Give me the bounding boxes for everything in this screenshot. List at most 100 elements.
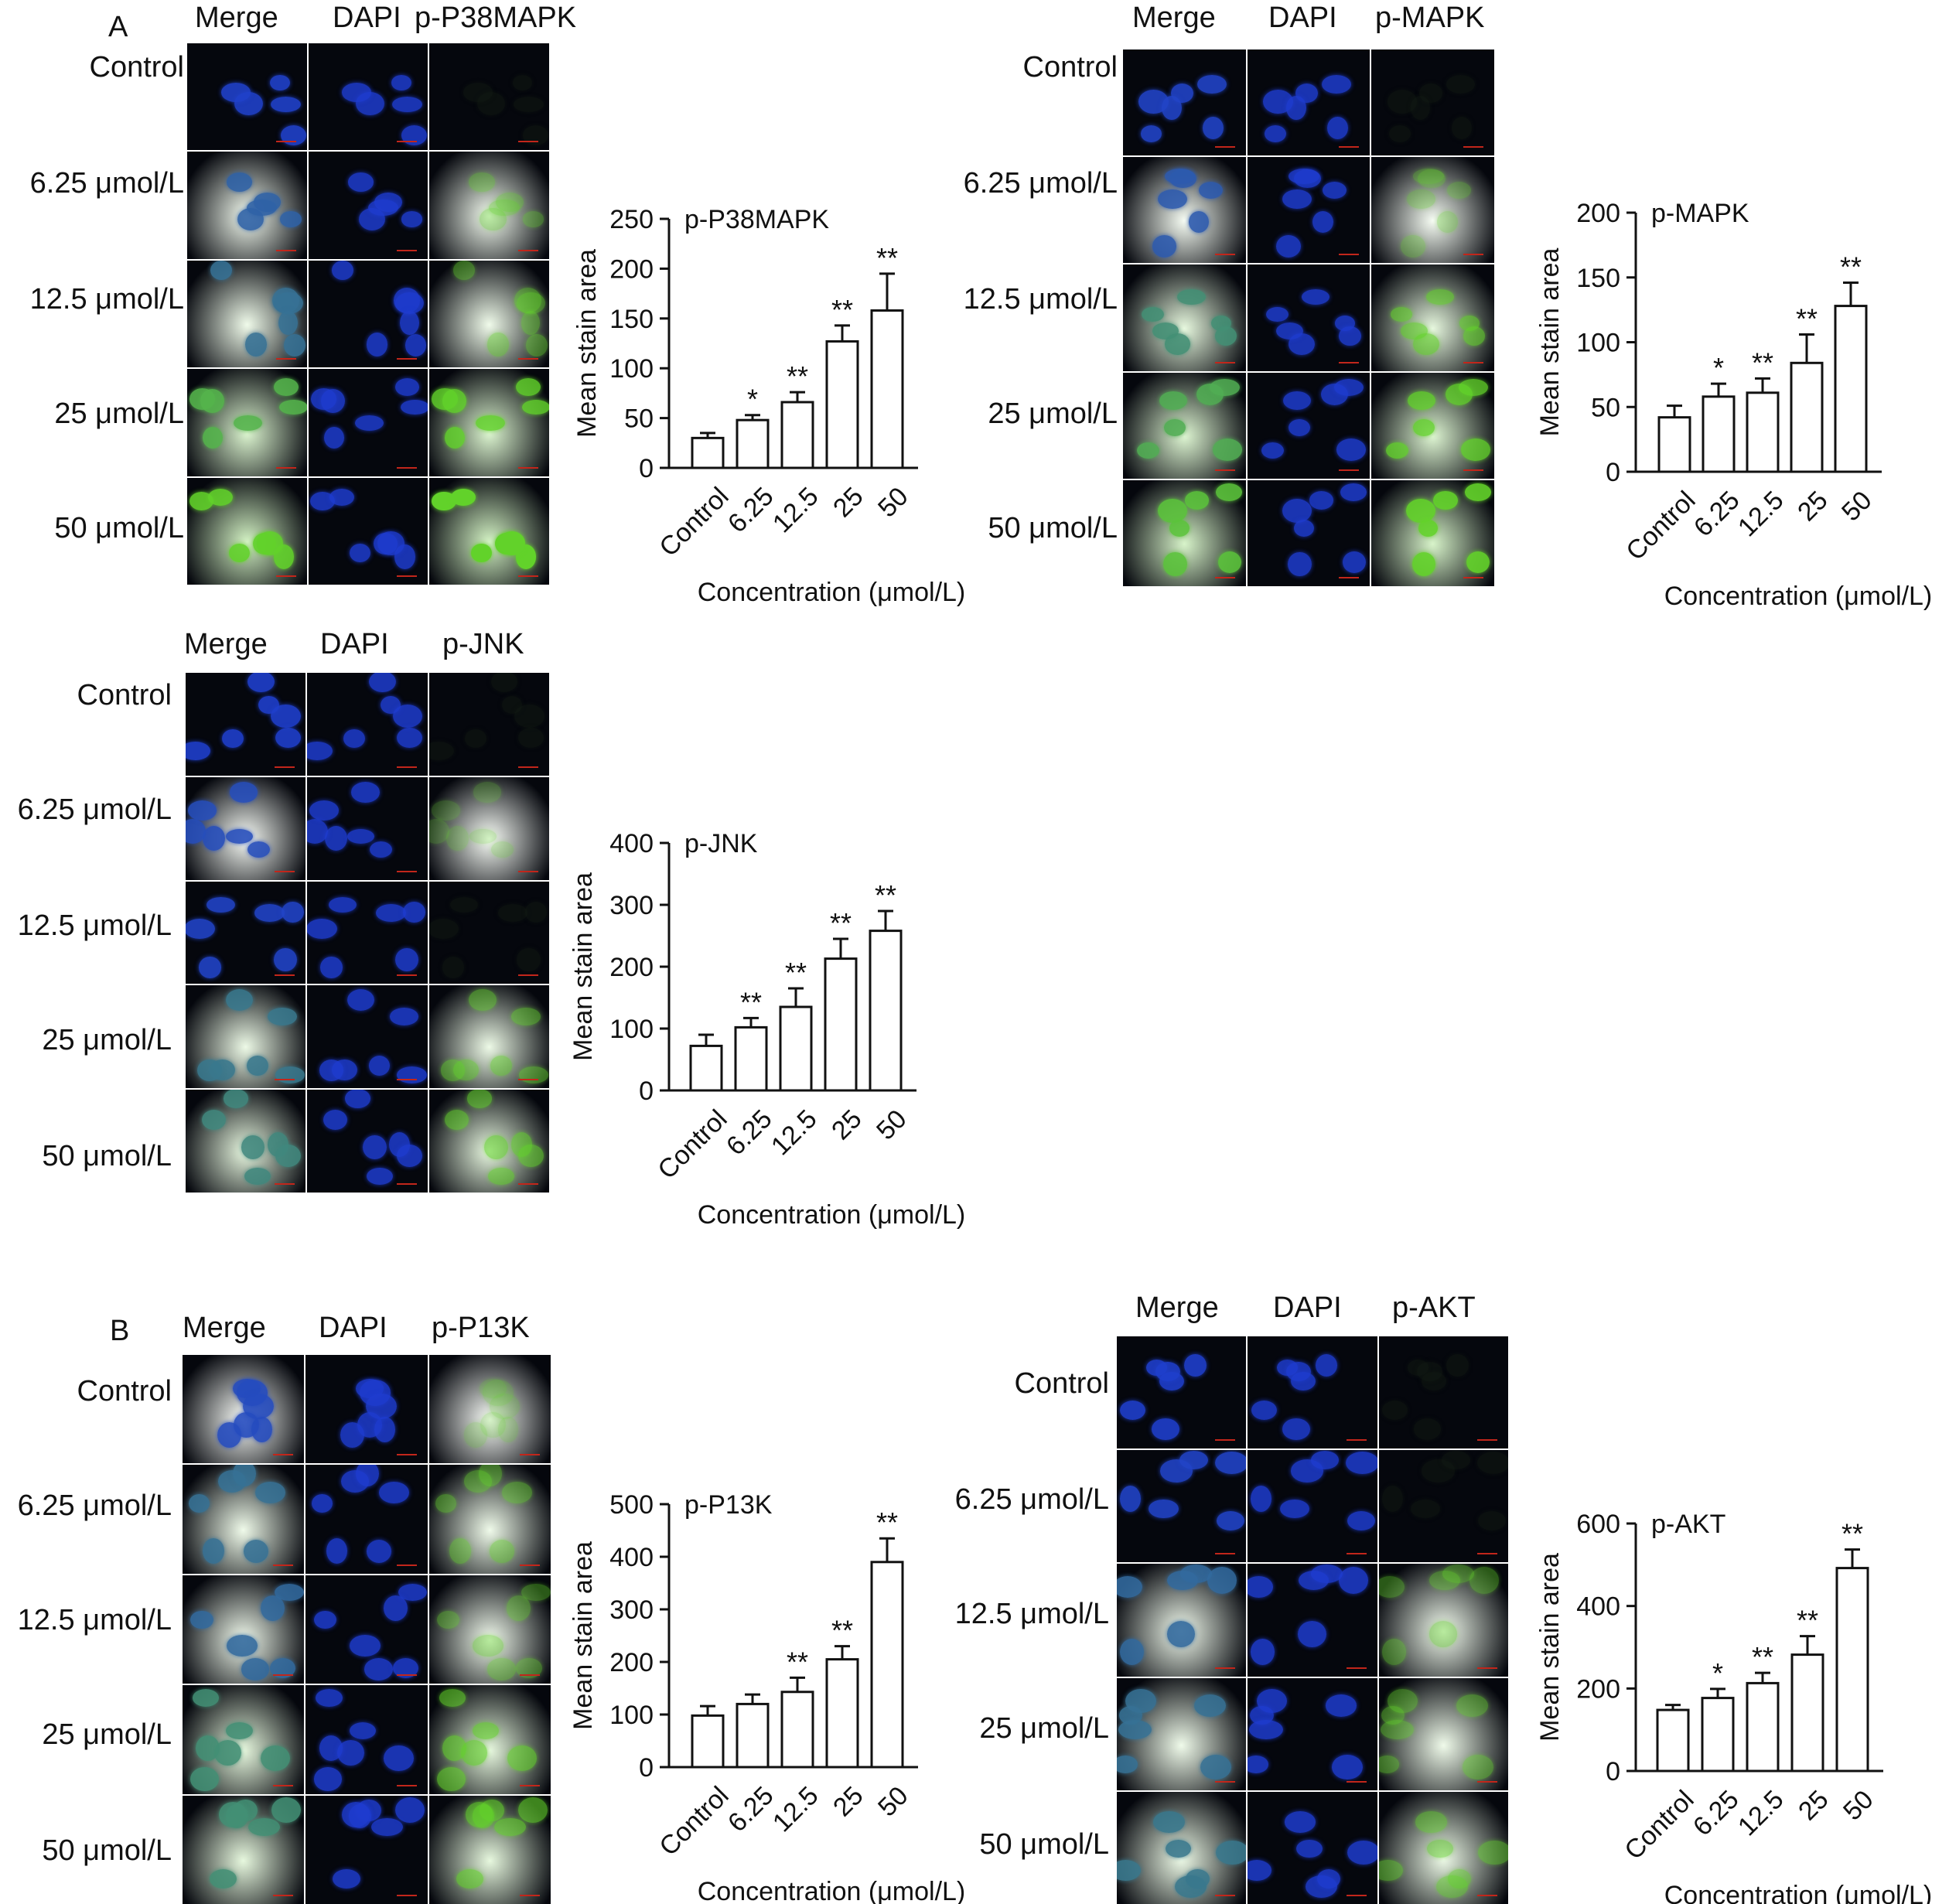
- cell-nucleus: [350, 543, 371, 562]
- y-tick-label: 100: [1576, 329, 1620, 358]
- scale-bar: [275, 1182, 295, 1185]
- cell-nucleus: [404, 334, 427, 357]
- micrograph-tile: [1247, 49, 1370, 156]
- y-tick-label: 50: [1591, 393, 1620, 422]
- cell-nucleus: [255, 1482, 286, 1504]
- cell-nucleus: [1152, 1418, 1179, 1440]
- cell-nucleus: [1117, 1859, 1142, 1881]
- cell-nucleus: [1117, 1756, 1138, 1773]
- cell-nucleus: [313, 1610, 336, 1629]
- scale-bar: [1215, 1439, 1236, 1442]
- cell-nucleus: [1316, 1868, 1340, 1889]
- cell-nucleus: [1310, 1450, 1340, 1469]
- cell-nucleus: [1347, 1840, 1377, 1865]
- cell-nucleus: [397, 1144, 422, 1168]
- significance-marker: **: [831, 294, 853, 326]
- x-tick-label: 6.25: [1688, 486, 1746, 543]
- scale-bar: [396, 766, 417, 768]
- scale-bar: [275, 766, 295, 768]
- cell-nucleus: [241, 1135, 265, 1160]
- significance-marker: **: [1797, 1605, 1818, 1636]
- cell-nucleus: [260, 1595, 285, 1622]
- x-tick-label: Control: [1620, 486, 1701, 566]
- scale-bar: [273, 1784, 294, 1786]
- bar-chart-p-p13k: 0 100 200 300 400 500 p-P13K Mean stain area Con…: [568, 1490, 965, 1904]
- cell-nucleus: [1217, 551, 1241, 574]
- row-label-control: Control: [89, 51, 185, 84]
- cell-nucleus: [190, 1610, 213, 1629]
- cell-nucleus: [512, 74, 533, 91]
- cell-nucleus: [326, 1537, 348, 1564]
- micrograph-tile: [187, 43, 307, 151]
- cell-nucleus: [502, 1482, 533, 1504]
- micrograph-tile: [1247, 372, 1370, 479]
- cell-nucleus: [1478, 1840, 1508, 1865]
- cell-nucleus: [1390, 306, 1413, 322]
- cell-nucleus: [513, 96, 544, 112]
- cell-nucleus: [1248, 1859, 1272, 1881]
- column-header-marker: p-JNK: [442, 628, 524, 660]
- cell-nucleus: [340, 1421, 364, 1448]
- cell-nucleus: [524, 902, 548, 923]
- cell-nucleus: [366, 332, 388, 357]
- cell-nucleus: [384, 1745, 414, 1772]
- cell-nucleus: [347, 172, 374, 192]
- row-label-25: 25 μmol/L: [42, 1718, 172, 1751]
- cell-nucleus: [1282, 1418, 1310, 1440]
- significance-marker: **: [876, 1506, 898, 1538]
- micrograph-tile: [428, 985, 549, 1089]
- cell-nucleus: [369, 673, 396, 692]
- cell-nucleus: [374, 1416, 395, 1443]
- cell-nucleus: [1413, 169, 1444, 184]
- significance-marker: **: [875, 879, 896, 911]
- cell-nucleus: [1142, 306, 1165, 322]
- cell-nucleus: [396, 728, 423, 749]
- cell-nucleus: [479, 1465, 503, 1487]
- micrograph-tile: [429, 369, 549, 476]
- cell-nucleus: [1323, 181, 1347, 199]
- cell-nucleus: [1119, 1639, 1145, 1666]
- cell-nucleus: [225, 829, 253, 844]
- row-label-50: 50 μmol/L: [979, 1828, 1109, 1861]
- cell-nucleus: [1198, 181, 1223, 199]
- scale-bar: [273, 1894, 294, 1896]
- scale-bar: [517, 575, 538, 577]
- cell-nucleus: [319, 1059, 343, 1081]
- cell-nucleus: [366, 1394, 398, 1420]
- scale-bar: [275, 974, 295, 977]
- cell-nucleus: [1294, 520, 1314, 537]
- scale-bar: [396, 1182, 417, 1185]
- micrograph-tile: [1123, 372, 1246, 479]
- cell-nucleus: [1279, 1499, 1310, 1519]
- bar: [734, 1025, 768, 1092]
- cell-nucleus: [1214, 1451, 1247, 1474]
- cell-nucleus: [490, 673, 518, 692]
- cell-nucleus: [1289, 169, 1319, 184]
- cell-nucleus: [469, 988, 497, 1011]
- scale-bar: [517, 249, 538, 251]
- cell-nucleus: [1418, 520, 1439, 537]
- cell-nucleus: [1186, 1868, 1210, 1889]
- cell-nucleus: [428, 919, 459, 940]
- cell-nucleus: [401, 211, 423, 227]
- cell-nucleus: [469, 829, 497, 844]
- cell-nucleus: [1164, 169, 1196, 184]
- cell-nucleus: [392, 704, 423, 729]
- y-tick-label: 100: [609, 1015, 654, 1044]
- cell-nucleus: [1441, 1450, 1470, 1469]
- micrograph-tile: [428, 673, 549, 776]
- cell-nucleus: [442, 389, 466, 413]
- y-tick-label: 400: [609, 829, 654, 858]
- bar-chart-p-akt: 0 200 400 600 p-AKT Mean stain area Control * 6.…: [1535, 1510, 1932, 1904]
- cell-nucleus: [186, 919, 216, 940]
- y-tick-label: 200: [609, 953, 654, 982]
- micrograph-tile: [1378, 1677, 1508, 1790]
- cell-nucleus: [1265, 306, 1289, 322]
- cell-nucleus: [445, 1110, 469, 1131]
- scale-bar: [1476, 1667, 1497, 1669]
- micrograph-tile: [1371, 479, 1494, 586]
- scale-bar: [275, 249, 296, 251]
- cell-nucleus: [1425, 289, 1454, 305]
- cell-nucleus: [1162, 95, 1182, 121]
- cell-nucleus: [1322, 74, 1351, 94]
